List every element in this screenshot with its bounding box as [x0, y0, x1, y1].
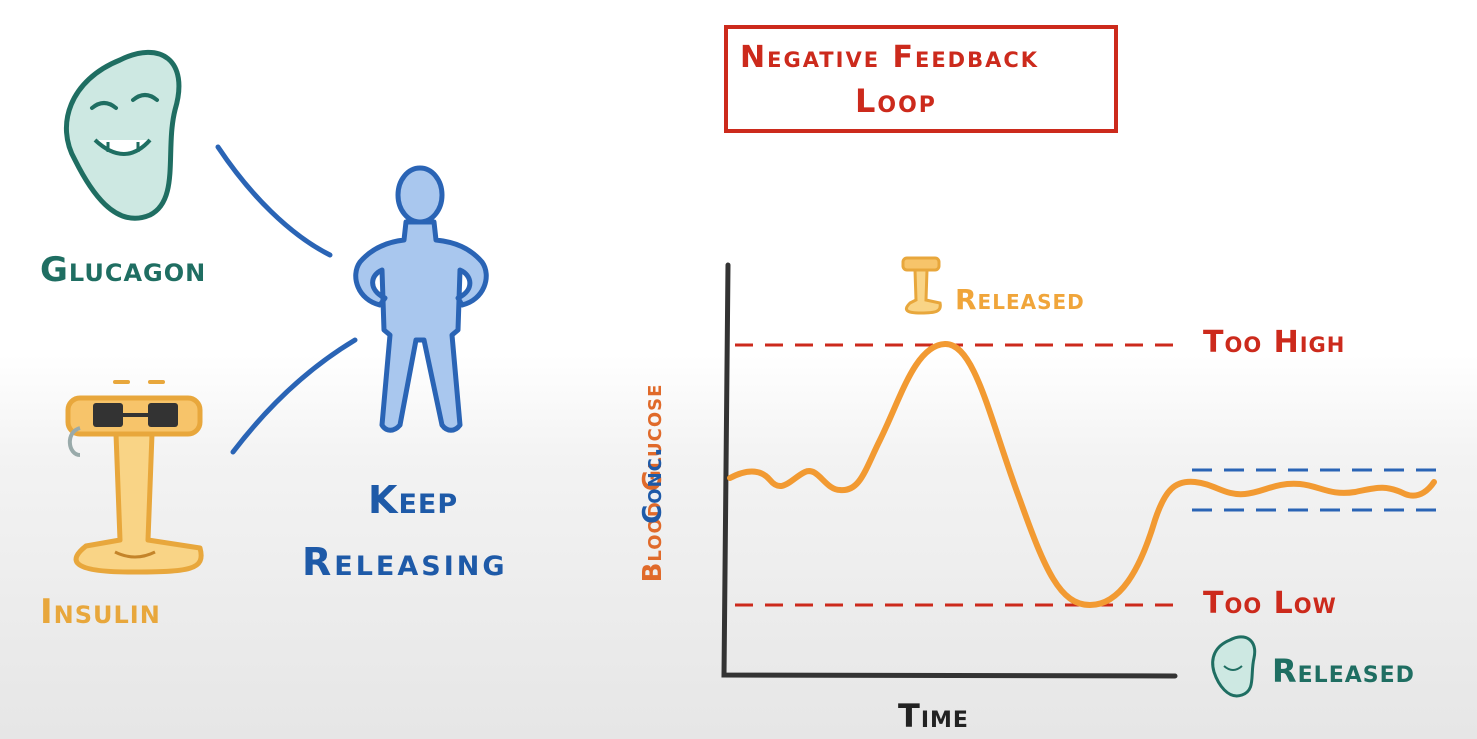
- title-line-1: Negative Feedback: [740, 40, 1040, 75]
- too-low-label: Too Low: [1203, 586, 1337, 621]
- keep-label: Keep: [368, 478, 459, 522]
- glucagon-connector-line: [215, 144, 333, 258]
- title-box: [724, 25, 1118, 133]
- graph-axes: [721, 262, 1178, 679]
- small-glucagon-icon: [1211, 635, 1257, 698]
- insulin-released-label: Released: [955, 283, 1085, 316]
- blood-glucose-curve: [727, 340, 1437, 608]
- insulin-icon: [65, 380, 204, 575]
- x-axis-label: Time: [898, 697, 969, 735]
- glucagon-label: Glucagon: [40, 250, 207, 290]
- small-insulin-icon: [901, 256, 942, 315]
- insulin-connector-line: [230, 337, 358, 455]
- glucagon-released-label: Released: [1272, 652, 1415, 690]
- releasing-label: Releasing: [302, 540, 508, 584]
- title-line-2: Loop: [855, 82, 937, 120]
- person-figure-icon: [353, 165, 489, 433]
- insulin-label: Insulin: [40, 592, 161, 632]
- glucagon-icon: [64, 49, 182, 221]
- y-axis-label-line-2: Conc.: [638, 446, 668, 524]
- too-high-label: Too High: [1203, 325, 1346, 360]
